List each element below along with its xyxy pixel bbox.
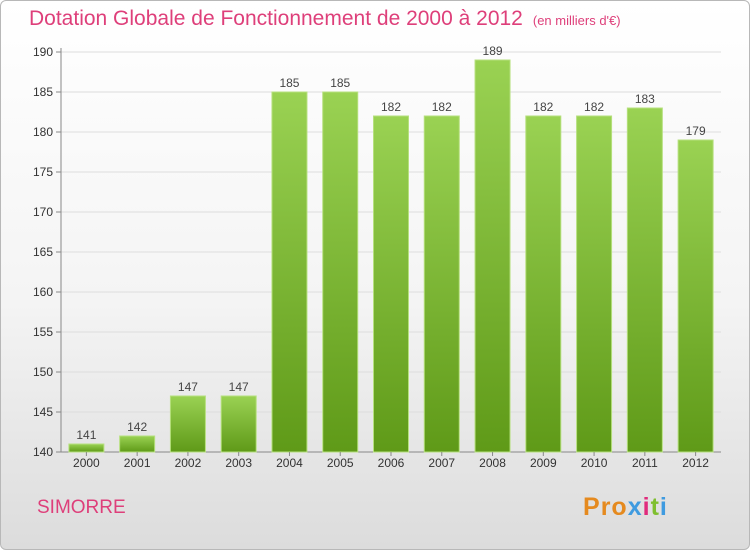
data-label: 185 [330, 76, 350, 90]
y-tick-label: 185 [33, 85, 53, 99]
logo-letter: i [659, 493, 668, 521]
bar [119, 435, 156, 453]
bar [169, 395, 206, 453]
bar [677, 139, 714, 453]
x-tick-label: 2010 [581, 456, 608, 470]
data-label: 183 [635, 92, 655, 106]
data-label: 141 [76, 428, 96, 442]
data-label: 147 [178, 380, 198, 394]
y-tick-label: 140 [33, 445, 53, 459]
x-tick-label: 2003 [225, 456, 252, 470]
x-tick-label: 2004 [276, 456, 303, 470]
bar [322, 91, 359, 453]
bar [373, 115, 409, 453]
x-tick-label: 2011 [632, 456, 658, 470]
bar [525, 115, 562, 453]
x-tick-label: 2001 [124, 456, 151, 470]
bar [423, 115, 460, 453]
bar [576, 115, 613, 453]
logo-letter: x [627, 493, 643, 521]
unit-label: (en milliers d'€) [532, 13, 621, 28]
data-label: 147 [229, 380, 249, 394]
logo-letter: i [642, 493, 651, 521]
data-label: 189 [483, 44, 503, 58]
y-tick-label: 150 [33, 365, 53, 379]
bar [271, 91, 308, 453]
y-tick-label: 170 [33, 205, 53, 219]
y-tick-label: 175 [33, 165, 53, 179]
data-label: 182 [381, 100, 401, 114]
proxiti-logo: Proxiti [583, 493, 668, 522]
y-tick-label: 155 [33, 325, 53, 339]
data-label: 182 [432, 100, 452, 114]
logo-letter: o [611, 493, 628, 521]
bar [626, 107, 663, 453]
x-tick-label: 2002 [175, 456, 202, 470]
data-label: 179 [686, 124, 706, 138]
y-tick-label: 145 [33, 405, 53, 419]
logo-letter: r [600, 493, 612, 521]
x-tick-label: 2012 [682, 456, 709, 470]
y-tick-label: 160 [33, 285, 53, 299]
bar [68, 443, 105, 453]
data-label: 142 [127, 420, 147, 434]
x-tick-label: 2005 [327, 456, 354, 470]
logo-letter: t [650, 493, 660, 521]
x-tick-label: 2000 [73, 456, 100, 470]
bar [220, 395, 257, 453]
data-label: 182 [533, 100, 553, 114]
commune-name: SIMORRE [37, 497, 126, 518]
x-tick-label: 2007 [428, 456, 455, 470]
y-tick-label: 190 [33, 45, 53, 59]
data-label: 185 [279, 76, 299, 90]
bar [474, 59, 511, 453]
y-tick-label: 165 [33, 245, 53, 259]
x-tick-label: 2009 [530, 456, 557, 470]
x-tick-label: 2008 [479, 456, 506, 470]
x-tick-label: 2006 [378, 456, 405, 470]
title-text: Dotation Globale de Fonctionnement de 20… [29, 7, 523, 30]
logo-letter: P [583, 493, 601, 521]
y-tick-label: 180 [33, 125, 53, 139]
chart-title: Dotation Globale de Fonctionnement de 20… [29, 7, 621, 31]
data-label: 182 [584, 100, 604, 114]
